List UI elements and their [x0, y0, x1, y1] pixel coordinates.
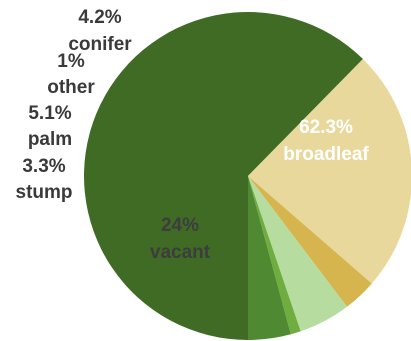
pie-slices — [84, 12, 411, 340]
slice-label-broadleaf: broadleaf — [283, 144, 369, 165]
slice-value-palm: 5.1% — [28, 103, 71, 124]
slice-value-broadleaf: 62.3% — [299, 117, 353, 138]
slice-label-palm: palm — [28, 129, 72, 150]
slice-label-other: other — [47, 77, 95, 98]
slice-value-vacant: 24% — [161, 215, 199, 236]
slice-value-stump: 3.3% — [22, 156, 65, 177]
slice-label-vacant: vacant — [150, 242, 211, 263]
slice-label-conifer: conifer — [68, 34, 132, 55]
slice-label-stump: stump — [16, 182, 73, 203]
slice-value-conifer: 4.2% — [78, 7, 121, 28]
